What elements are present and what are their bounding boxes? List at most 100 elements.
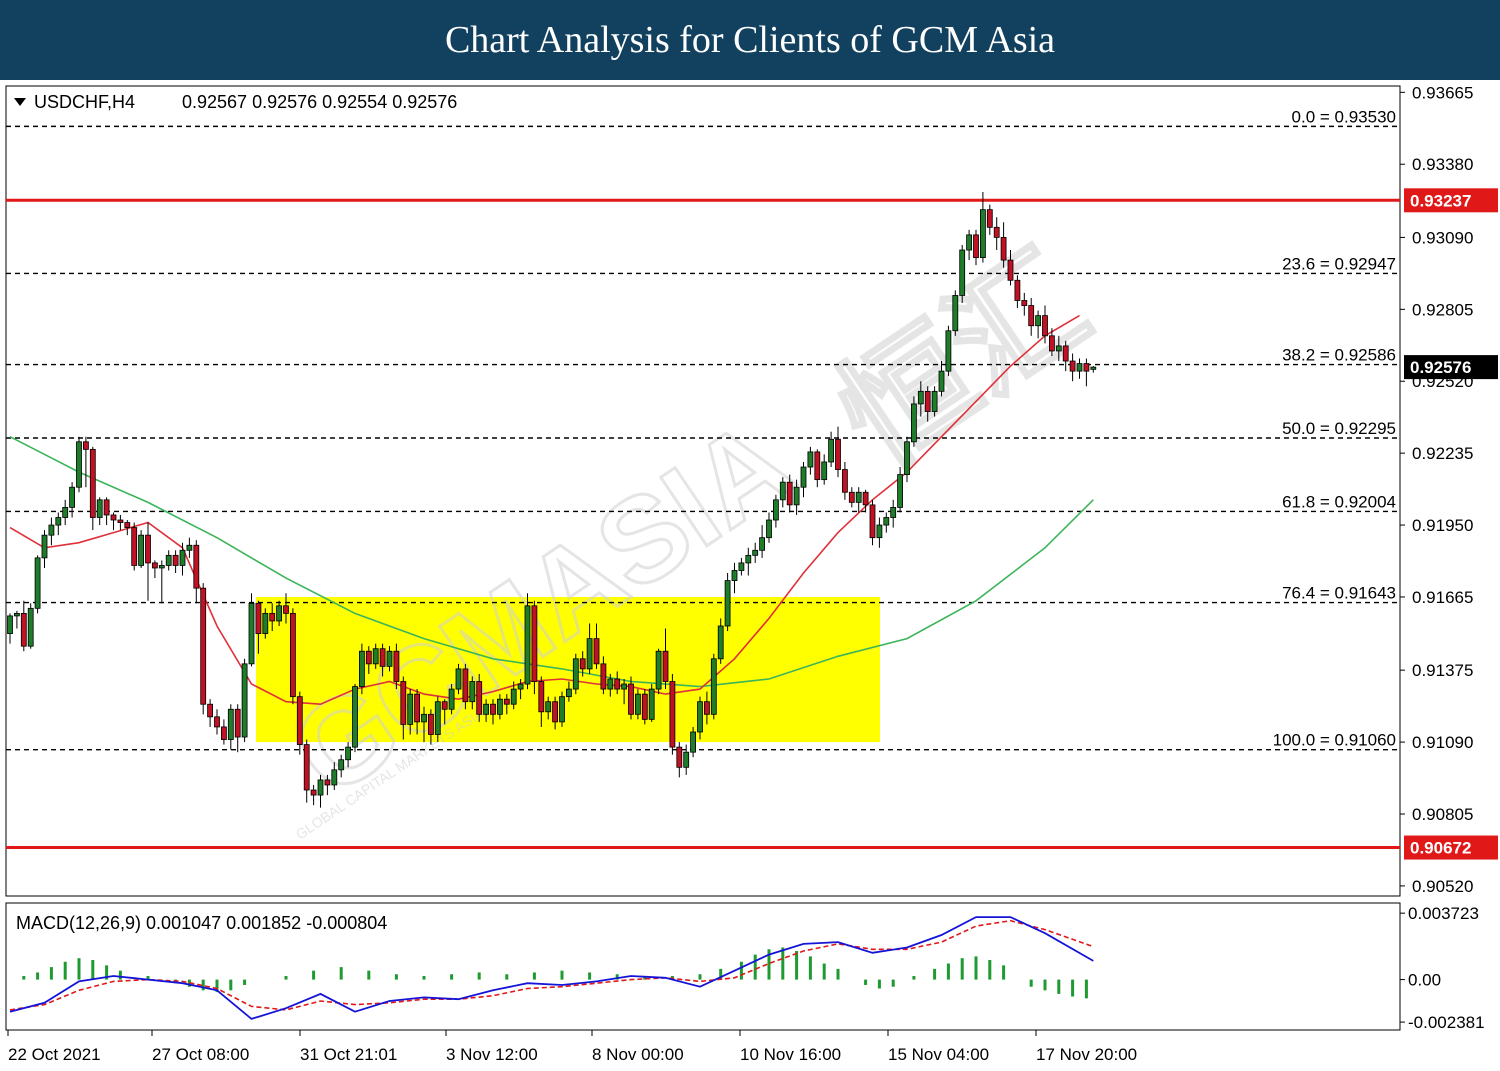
bullish-candle [27,607,34,647]
macd-histogram-bar [864,979,868,985]
bullish-candle [607,678,614,690]
bearish-candle [20,612,27,647]
bearish-candle [814,451,821,481]
bullish-candle [724,580,731,627]
bullish-candle [648,688,655,720]
bearish-candle [379,648,386,667]
bearish-candle [593,638,600,665]
bullish-candle [759,537,765,551]
macd-histogram-bar [808,956,812,980]
bullish-candle [1090,366,1097,370]
macd-histogram-bar [719,968,723,980]
bearish-candle [600,663,607,690]
bullish-candle [483,703,490,715]
bullish-candle [793,486,800,506]
bearish-candle [531,605,538,682]
bullish-candle [883,517,890,526]
bullish-candle [510,688,517,705]
bearish-candle [441,701,448,710]
macd-histogram-bar [91,959,95,980]
macd-histogram-bar [560,970,564,980]
macd-histogram-bar [698,974,702,980]
bearish-candle [310,789,317,796]
bullish-candle [69,486,75,508]
bullish-candle [386,650,393,667]
bullish-candle [138,534,145,566]
bearish-candle [124,522,131,528]
price-axis: 0.936650.933800.930900.928050.925200.922… [1400,83,1498,896]
macd-histogram-bar [284,976,288,980]
bearish-candle [924,390,931,412]
main-plot-frame [5,85,1401,897]
macd-histogram-bar [988,959,992,980]
bearish-candle [1028,305,1035,327]
bullish-candle [807,451,814,468]
macd-main-line [9,916,1094,1020]
macd-indicator: 0.003723 0.00 -0.002381 [9,904,1485,1032]
bullish-candle [690,731,696,753]
macd-histogram-bar [49,967,53,980]
bearish-candle [786,481,793,506]
bearish-candle [1049,335,1055,352]
bullish-candle [876,524,883,539]
price-tick-label: 0.90805 [1412,805,1473,824]
bullish-candle [248,602,255,665]
bullish-candle [331,769,338,786]
macd-histogram-bar [422,976,426,980]
bullish-candle [517,683,524,690]
bearish-candle [365,650,372,665]
bullish-candle [828,438,834,463]
bullish-candle [821,461,828,481]
bearish-candle [579,658,586,670]
macd-histogram-bar [201,979,205,991]
bearish-candle [400,681,407,725]
bullish-candle [731,570,738,581]
bullish-candle [496,698,503,715]
bearish-candle [1062,345,1069,362]
macd-histogram-bar [781,947,785,980]
bullish-candle [959,249,966,296]
price-levels [6,125,1400,850]
bullish-candle [1035,315,1041,327]
bearish-candle [835,438,841,470]
bullish-candle [407,693,414,725]
dropdown-triangle-icon[interactable] [14,98,26,106]
bearish-candle [200,587,207,705]
bullish-candle [938,370,945,392]
bearish-candle [193,544,200,589]
time-tick-label: 8 Nov 00:00 [592,1045,684,1064]
price-tick-label: 0.90520 [1412,877,1473,896]
bearish-candle [1042,315,1048,337]
bullish-candle [738,562,745,571]
bullish-candle [745,554,752,564]
macd-histogram-bar [229,979,233,991]
bullish-candle [455,668,462,690]
macd-tick-label: 0.00 [1408,971,1441,990]
bullish-candle [697,701,703,733]
bearish-candle [103,499,110,516]
bullish-candle [55,517,62,526]
bullish-candle [276,605,283,622]
bearish-candle [869,504,876,539]
time-tick-label: 17 Nov 20:00 [1036,1045,1137,1064]
price-tick-label: 0.91950 [1412,516,1473,535]
macd-histogram-bar [1071,979,1075,997]
key-level-tag [1404,188,1498,213]
bullish-candle [710,658,717,715]
macd-histogram-bar [146,976,150,980]
macd-histogram-bar [767,949,771,980]
bullish-candle [338,759,345,771]
bullish-candle [179,549,186,566]
bearish-candle [1014,279,1021,301]
bearish-candle [848,491,855,503]
price-tick-label: 0.92805 [1412,300,1473,319]
bullish-candle [524,605,531,685]
bearish-candle [131,527,138,566]
bearish-candle [676,746,683,768]
fib-level-label: 0.0 = 0.93530 [1292,107,1396,126]
candlesticks [7,191,1097,808]
macd-tick-label: 0.003723 [1408,904,1479,923]
macd-histogram-bar [36,972,40,980]
bullish-candle [345,746,352,761]
